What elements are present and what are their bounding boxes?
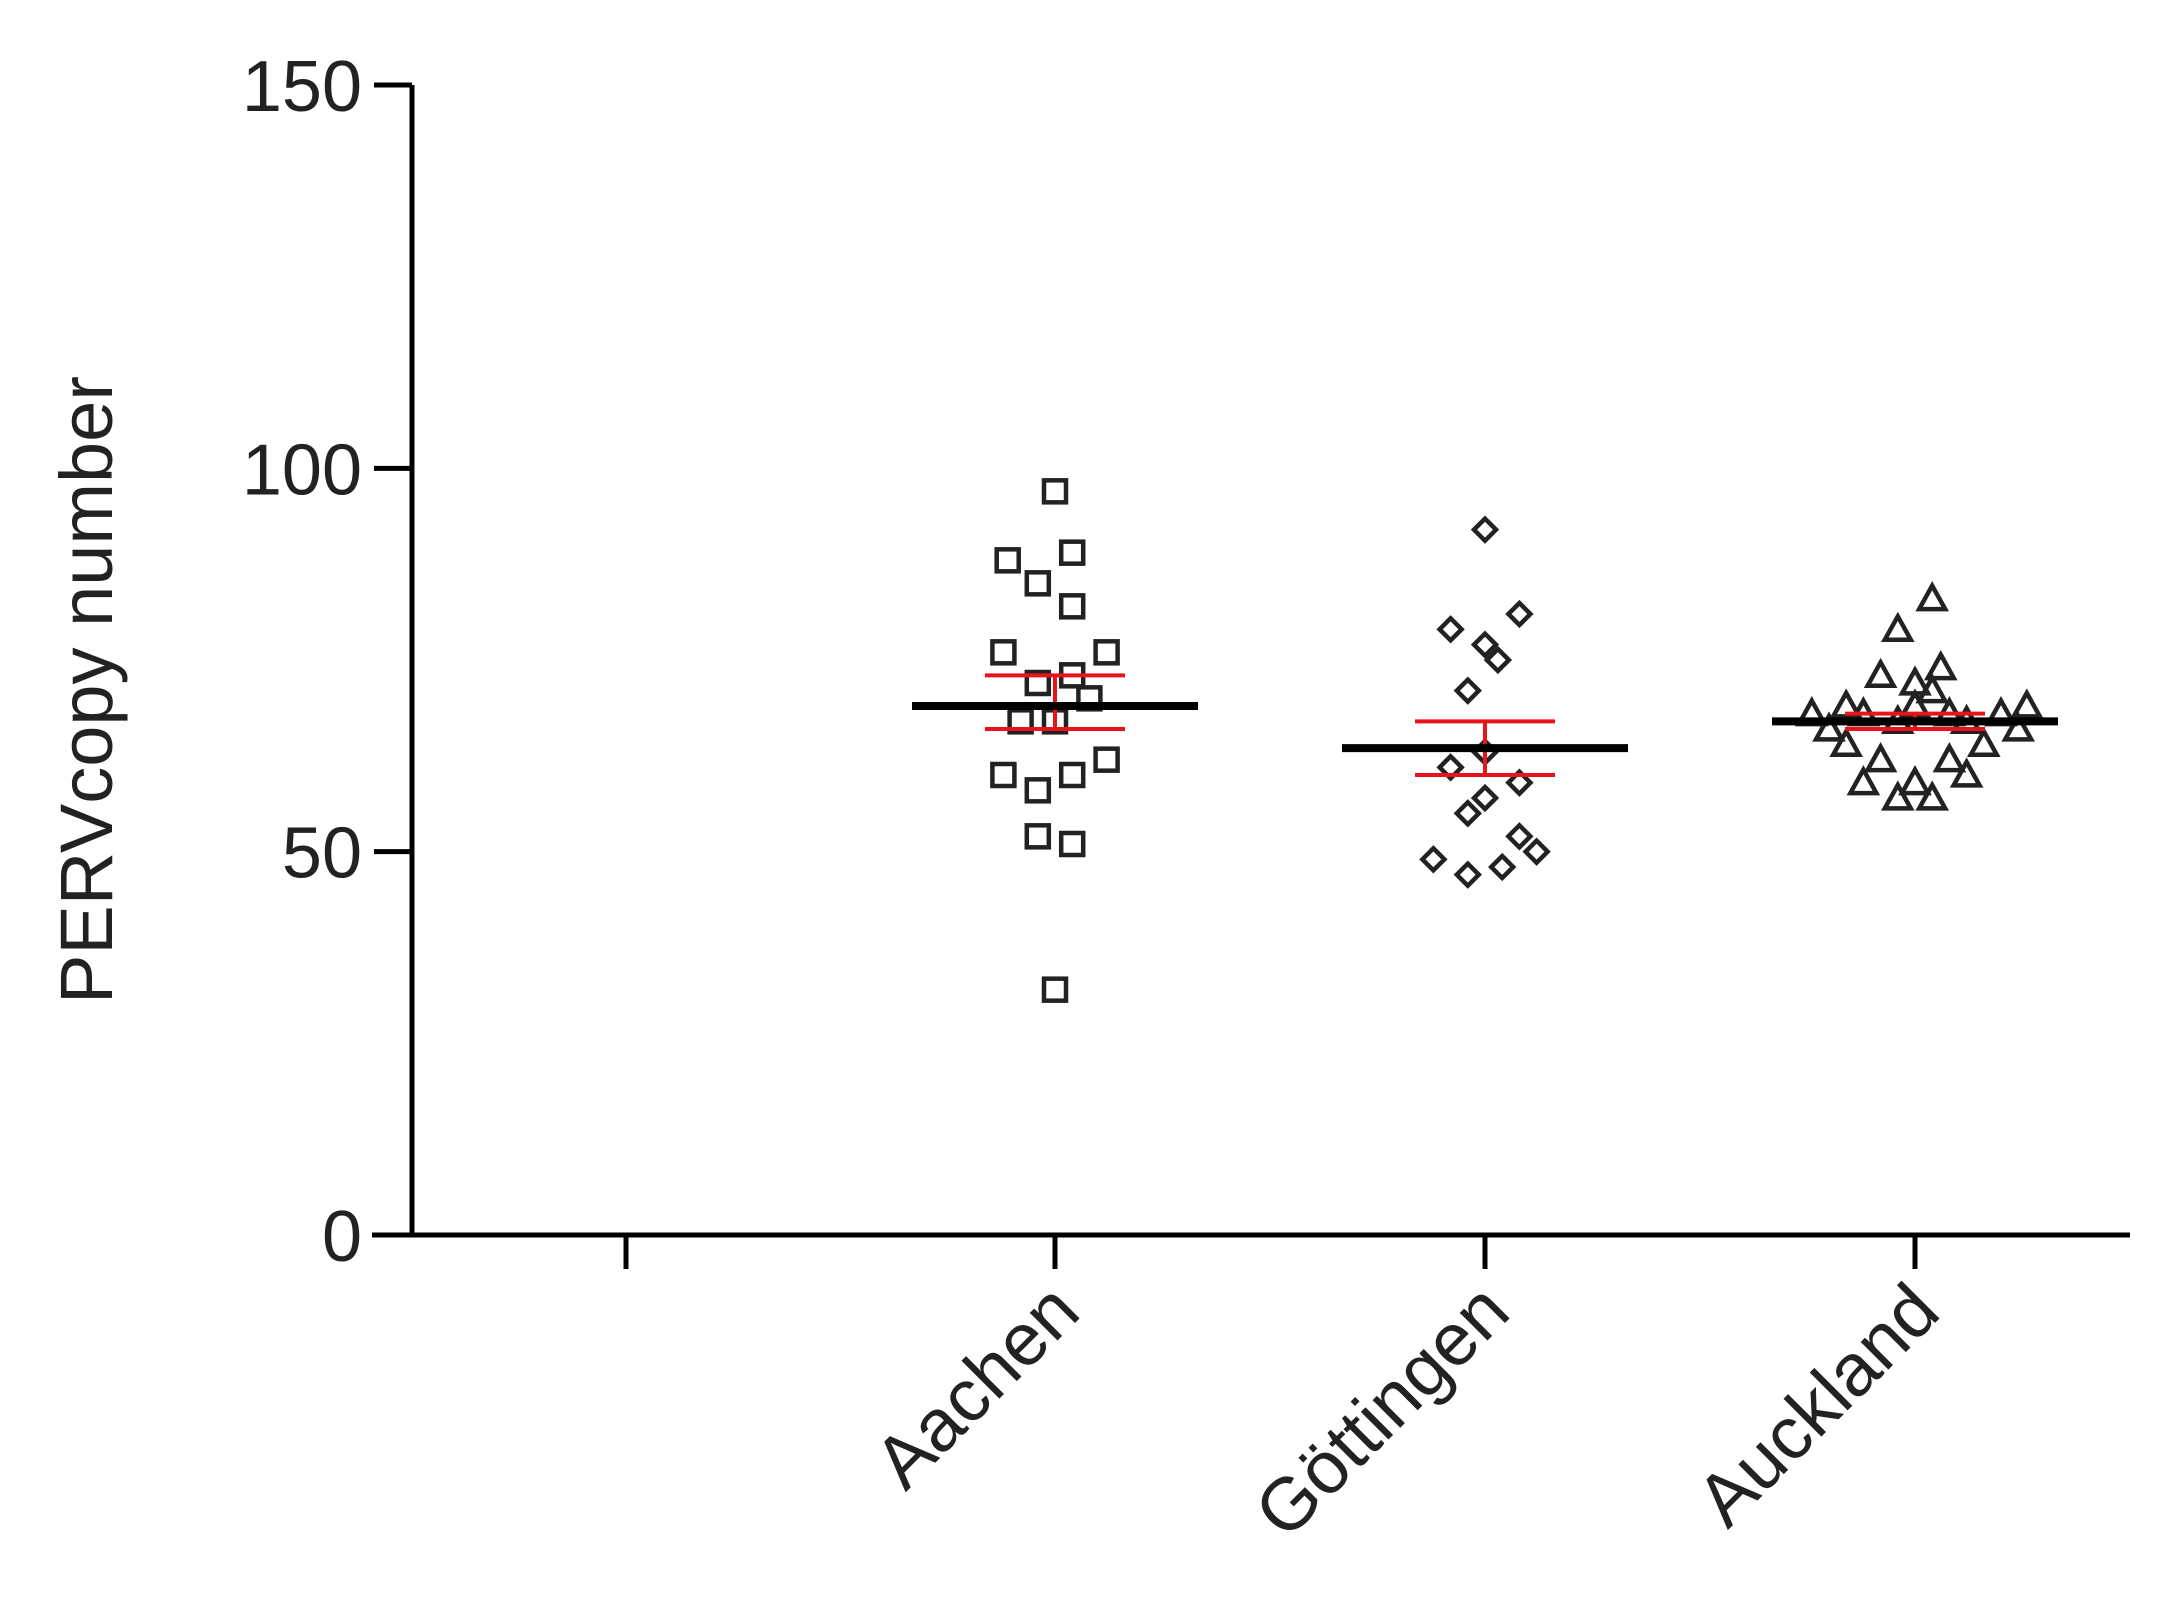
square-point — [1024, 823, 1052, 850]
triangle-point — [1846, 765, 1881, 796]
y-axis-title: PERVcopy number — [45, 376, 128, 1004]
triangle-point — [1915, 581, 1950, 612]
y-axis-ticks: 0 50 100 150 — [242, 47, 412, 1277]
square-point — [990, 761, 1017, 789]
triangle-point — [1898, 765, 1932, 796]
y-tick-label: 50 — [282, 814, 362, 894]
square-point — [1093, 746, 1120, 773]
x-category-label: Auckland — [1680, 1268, 1954, 1542]
diamond-point — [1436, 753, 1465, 782]
triangle-point — [1932, 742, 1967, 773]
square-point — [1058, 830, 1086, 858]
x-category-label: Göttingen — [1239, 1268, 1525, 1554]
triangle-point — [1863, 742, 1898, 773]
square-point — [1058, 761, 1086, 789]
triangle-point — [1829, 688, 1864, 719]
square-point — [1024, 777, 1052, 804]
triangle-point — [1829, 726, 1864, 757]
triangle-point — [1880, 780, 1915, 811]
triangle-point — [2001, 711, 2036, 742]
diamond-point — [1470, 515, 1500, 544]
triangle-point — [1949, 757, 1984, 788]
square-point — [1093, 639, 1120, 666]
square-point — [1058, 539, 1086, 566]
diamond-point — [1505, 768, 1534, 797]
y-tick-label: 150 — [242, 47, 362, 127]
diamond-point — [1470, 630, 1500, 659]
square-point — [990, 639, 1017, 666]
triangle-point — [1915, 780, 1950, 811]
diamond-point — [1488, 852, 1517, 882]
axes — [372, 85, 2130, 1238]
y-tick-label: 0 — [322, 1197, 362, 1277]
triangle-point — [2009, 688, 2044, 719]
diamond-point — [1505, 599, 1534, 629]
square-point — [1007, 708, 1034, 735]
y-tick-label: 100 — [242, 430, 362, 510]
x-axis-ticks: Aachen Göttingen Auckland — [623, 1235, 1954, 1554]
square-point — [1024, 669, 1052, 697]
x-category-label: Aachen — [858, 1268, 1094, 1504]
triangle-point — [1880, 611, 1915, 642]
diamond-point — [1436, 615, 1465, 644]
square-point — [994, 547, 1021, 574]
square-point — [1058, 593, 1086, 620]
triangle-point — [1923, 650, 1958, 681]
triangle-point — [1863, 657, 1898, 688]
square-point — [1041, 478, 1069, 505]
diamond-point — [1470, 783, 1500, 813]
diamond-point — [1453, 860, 1482, 889]
mean-and-error-bars — [912, 673, 2058, 777]
data-points — [990, 478, 2044, 1003]
triangle-point — [1966, 726, 2001, 757]
square-point — [1041, 976, 1069, 1003]
diamond-point — [1483, 645, 1513, 675]
diamond-point — [1453, 676, 1482, 705]
diamond-point — [1453, 799, 1482, 828]
diamond-point — [1505, 822, 1534, 851]
triangle-point — [1915, 673, 1950, 704]
diamond-point — [1419, 845, 1448, 874]
triangle-point — [1812, 711, 1846, 742]
square-point — [1024, 570, 1052, 597]
diamond-point — [1522, 837, 1551, 866]
